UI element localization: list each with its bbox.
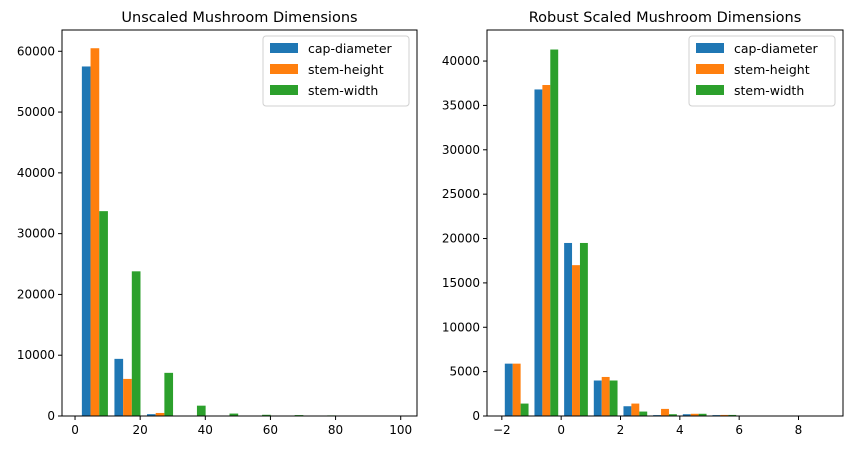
y-tick-label: 0 — [47, 409, 55, 423]
bar-stem-height-bin-6 — [661, 409, 669, 416]
bar-stem-height-bin-1 — [91, 48, 100, 416]
chart-1: Unscaled Mushroom Dimensions 0 20 40 60 80 100… — [17, 10, 417, 437]
chart-title: Unscaled Mushroom Dimensions — [121, 10, 357, 26]
y-tick-label: 5000 — [449, 365, 480, 379]
x-tick-label: 0 — [557, 423, 565, 437]
y-tick-label: 30000 — [442, 143, 480, 157]
bar-stem-width-bin-1 — [99, 211, 108, 416]
bar-cap-diameter-bin-3 — [564, 243, 572, 416]
y-tick-label: 0 — [472, 409, 480, 423]
y-tick-label: 60000 — [17, 44, 55, 58]
legend-label-stem-height: stem-height — [308, 62, 384, 77]
x-tick-label: 100 — [389, 423, 412, 437]
bar-stem-width-bin-3 — [164, 373, 173, 416]
bar-stem-height-bin-4 — [602, 377, 610, 416]
legend-swatch-stem-height — [270, 64, 298, 74]
bar-cap-diameter-bin-2 — [534, 89, 542, 416]
legend-swatch-stem-width — [696, 85, 724, 95]
legend-label-cap-diameter: cap-diameter — [734, 41, 819, 56]
bar-cap-diameter-bin-5 — [623, 406, 631, 416]
y-tick-label: 15000 — [442, 276, 480, 290]
y-tick-label: 50000 — [17, 105, 55, 119]
x-tick-label: −2 — [493, 423, 511, 437]
bar-stem-height-bin-3 — [572, 265, 580, 416]
x-tick-label: 8 — [795, 423, 803, 437]
chart-title: Robust Scaled Mushroom Dimensions — [529, 10, 802, 26]
bar-cap-diameter-bin-1 — [82, 66, 91, 416]
legend-label-stem-width: stem-width — [734, 83, 804, 98]
x-tick-label: 4 — [676, 423, 684, 437]
bar-stem-width-bin-2 — [132, 271, 141, 416]
y-tick-label: 40000 — [17, 166, 55, 180]
y-tick-label: 20000 — [17, 287, 55, 301]
x-tick-label: 6 — [735, 423, 743, 437]
bar-stem-height-bin-2 — [123, 379, 132, 416]
y-tick-label: 35000 — [442, 98, 480, 112]
bar-stem-height-bin-2 — [542, 85, 550, 416]
legend: cap-diameter stem-height stem-width — [263, 36, 409, 106]
bar-stem-width-bin-4 — [197, 406, 206, 416]
legend-label-stem-width: stem-width — [308, 83, 378, 98]
y-tick-label: 30000 — [17, 227, 55, 241]
legend-swatch-stem-width — [270, 85, 298, 95]
x-tick-label: 80 — [328, 423, 343, 437]
y-tick-label: 25000 — [442, 187, 480, 201]
legend: cap-diameter stem-height stem-width — [689, 36, 835, 106]
bar-stem-width-bin-4 — [610, 381, 618, 416]
bar-cap-diameter-bin-1 — [505, 364, 513, 416]
y-tick-label: 20000 — [442, 232, 480, 246]
bar-stem-width-bin-2 — [550, 50, 558, 416]
legend-label-stem-height: stem-height — [734, 62, 810, 77]
bar-cap-diameter-bin-2 — [114, 359, 123, 416]
bar-stem-height-bin-5 — [631, 404, 639, 416]
bar-stem-width-bin-5 — [639, 412, 647, 416]
legend-label-cap-diameter: cap-diameter — [308, 41, 393, 56]
y-tick-label: 40000 — [442, 54, 480, 68]
x-tick-label: 40 — [198, 423, 213, 437]
bar-stem-width-bin-1 — [521, 404, 529, 416]
bar-stem-width-bin-3 — [580, 243, 588, 416]
chart-2: Robust Scaled Mushroom Dimensions −2 0 2 4 6 8… — [442, 10, 843, 437]
legend-swatch-cap-diameter — [270, 43, 298, 53]
bar-stem-height-bin-1 — [513, 364, 521, 416]
y-tick-label: 10000 — [17, 348, 55, 362]
x-tick-label: 20 — [133, 423, 148, 437]
legend-swatch-stem-height — [696, 64, 724, 74]
x-tick-label: 60 — [263, 423, 278, 437]
x-tick-label: 0 — [71, 423, 79, 437]
y-tick-label: 10000 — [442, 320, 480, 334]
x-tick-label: 2 — [617, 423, 625, 437]
bar-cap-diameter-bin-4 — [594, 381, 602, 416]
legend-swatch-cap-diameter — [696, 43, 724, 53]
